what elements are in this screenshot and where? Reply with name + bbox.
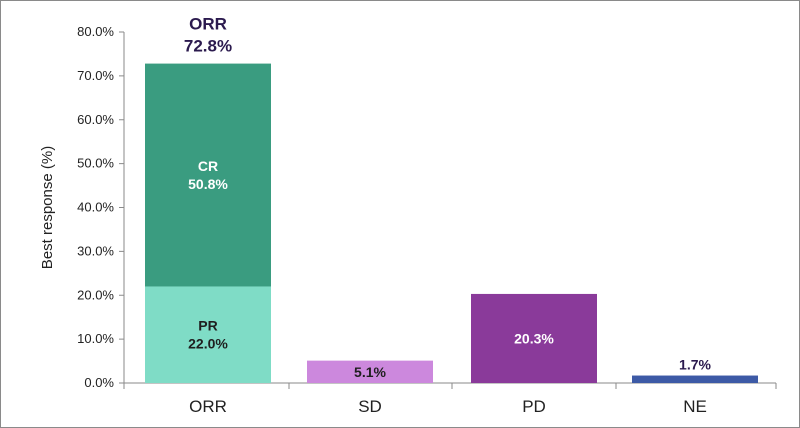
x-tick-label: ORR xyxy=(189,397,227,416)
bars xyxy=(145,63,758,383)
bar-cr xyxy=(145,63,271,287)
bar-ne xyxy=(632,375,758,383)
y-tick-label: 80.0% xyxy=(77,24,114,39)
bar-sd xyxy=(307,360,433,383)
bar-value-label: 1.7% xyxy=(679,357,711,373)
segment-value-label: 22.0% xyxy=(188,336,228,352)
y-tick-label: 50.0% xyxy=(77,156,114,171)
y-tick-label: 30.0% xyxy=(77,243,114,258)
y-tick-label: 10.0% xyxy=(77,331,114,346)
y-tick-label: 40.0% xyxy=(77,200,114,215)
bar-pr xyxy=(145,286,271,383)
y-tick-label: 70.0% xyxy=(77,68,114,83)
segment-name-label: PR xyxy=(198,318,217,334)
x-tick-label: SD xyxy=(358,397,382,416)
total-value-label: 72.8% xyxy=(184,37,232,56)
y-tick-label: 20.0% xyxy=(77,287,114,302)
segment-value-label: 50.8% xyxy=(188,176,228,192)
bar-value-label: 5.1% xyxy=(354,364,386,380)
bar-value-label: 20.3% xyxy=(514,330,554,346)
y-tick-label: 60.0% xyxy=(77,112,114,127)
segment-name-label: CR xyxy=(198,158,218,174)
y-axis-label: Best response (%) xyxy=(39,146,56,269)
data-labels: PR 22.0% CR 50.8% 5.1% 20.3% 1.7% ORR 72.8% xyxy=(184,15,712,380)
total-title-label: ORR xyxy=(189,15,227,34)
x-tick-label: PD xyxy=(522,397,546,416)
axes: 0.0% 10.0% 20.0% 30.0% 40.0% 50.0% 60.0% 70.0% 8… xyxy=(77,24,777,416)
x-tick-label: NE xyxy=(683,397,707,416)
y-tick-label: 0.0% xyxy=(84,375,114,390)
bar-pd xyxy=(471,293,597,383)
